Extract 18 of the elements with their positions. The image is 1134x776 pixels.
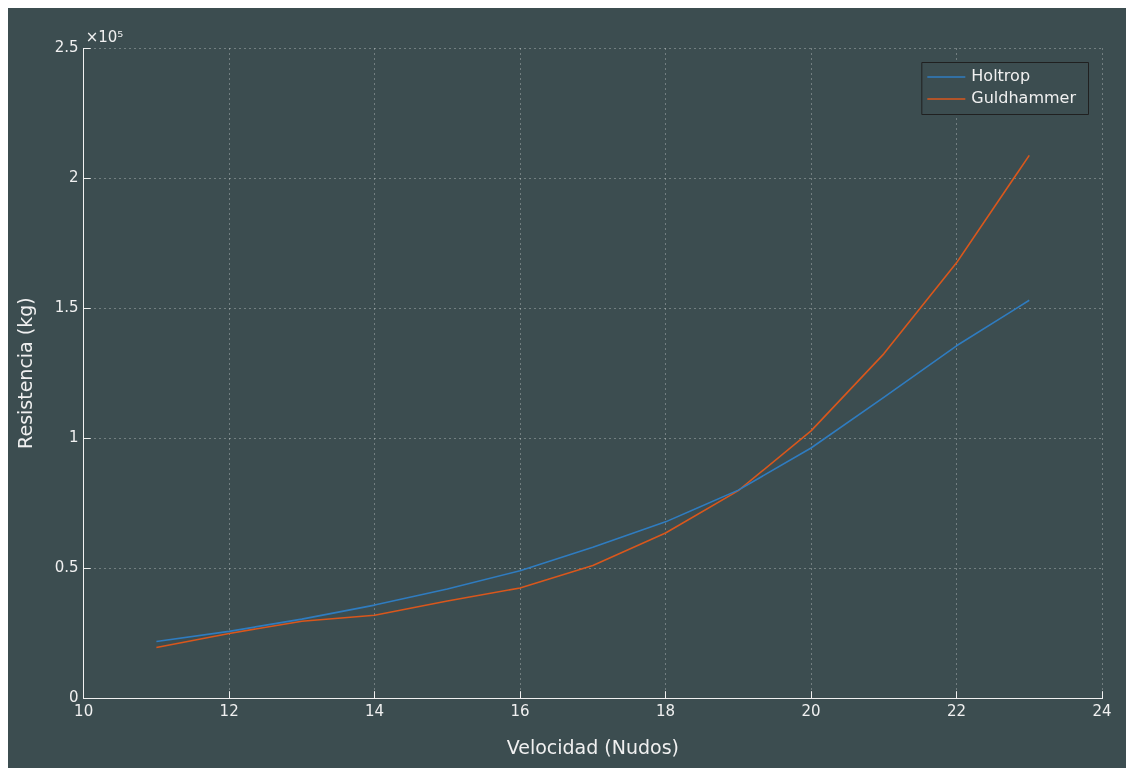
legend-label: Guldhammer <box>971 88 1077 108</box>
x-axis-title: Velocidad (Nudos) <box>506 735 679 758</box>
x-tick-label: 12 <box>219 702 239 721</box>
x-tick-label: 16 <box>510 702 530 721</box>
x-tick-label: 14 <box>365 702 385 721</box>
x-tick-label: 22 <box>946 702 967 721</box>
x-tick-label: 18 <box>656 702 676 721</box>
x-tick-label: 10 <box>74 702 94 721</box>
legend-label: Holtrop <box>971 66 1031 86</box>
y-tick-label: 1.5 <box>54 297 79 316</box>
x-tick-label: 20 <box>801 702 821 721</box>
y-tick-label: 2.5 <box>54 37 79 56</box>
x-tick-label: 24 <box>1092 702 1112 721</box>
text: ×10⁵ <box>85 28 124 47</box>
y-tick-label: 0.5 <box>54 558 79 577</box>
y-axis-title: Resistencia (kg) <box>14 297 37 449</box>
y-tick-label: 2 <box>69 167 79 186</box>
y-tick-label: 1 <box>69 428 79 447</box>
